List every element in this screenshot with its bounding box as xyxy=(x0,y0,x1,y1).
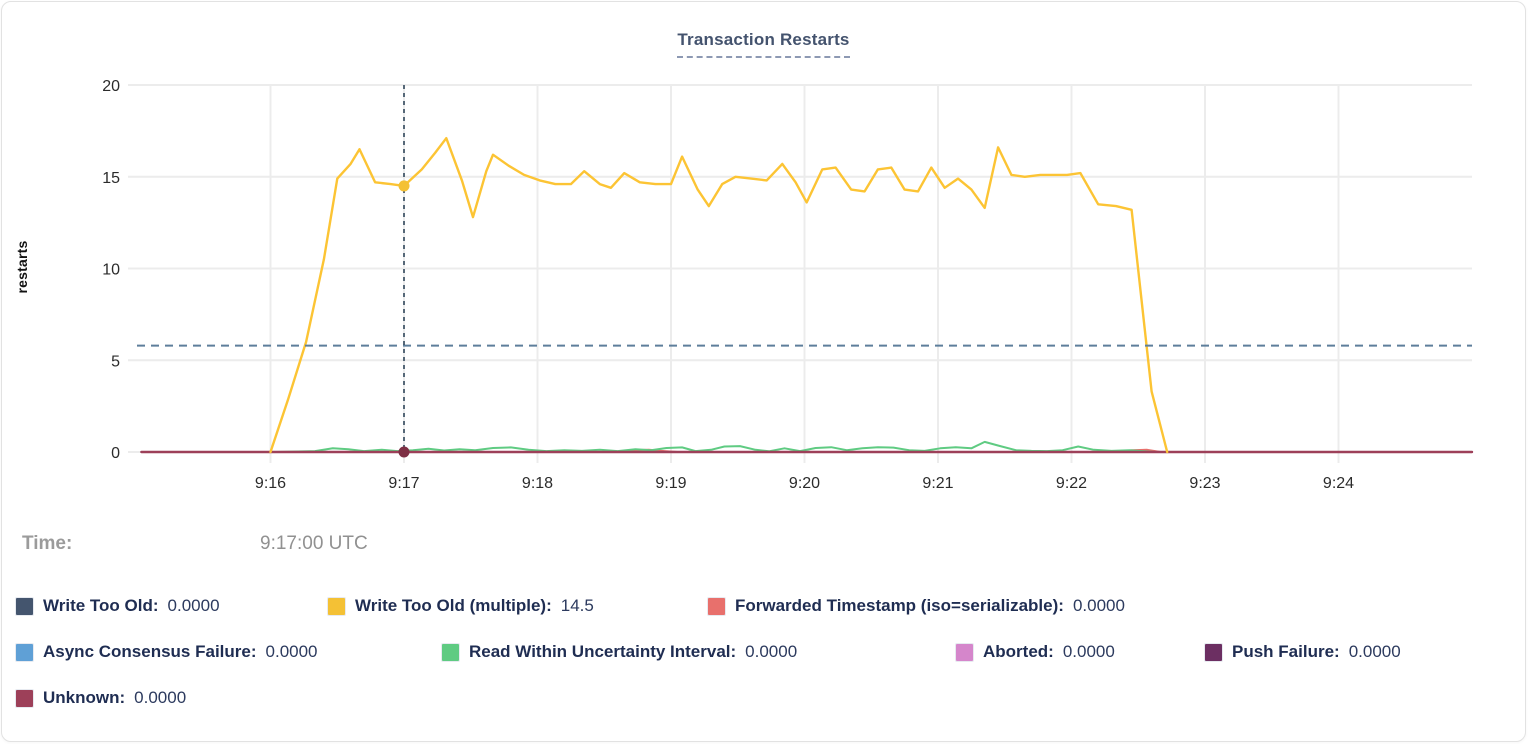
legend-swatch-icon xyxy=(442,643,459,661)
chart-title-wrap: Transaction Restarts xyxy=(2,30,1525,58)
legend-label: Push Failure: xyxy=(1232,642,1340,661)
legend-value: 0.0000 xyxy=(167,596,220,615)
legend-row: Write Too Old: 0.0000 Write Too Old (multi… xyxy=(16,583,1516,629)
legend-item: Read Within Uncertainty Interval: 0.0000 xyxy=(442,642,956,662)
y-tick-label: 20 xyxy=(102,78,120,95)
legend-label: Write Too Old (multiple): xyxy=(355,596,552,615)
legend: Write Too Old: 0.0000 Write Too Old (multi… xyxy=(16,583,1516,721)
x-tick-label: 9:23 xyxy=(1189,475,1220,492)
x-tick-label: 9:22 xyxy=(1056,475,1087,492)
chart-title[interactable]: Transaction Restarts xyxy=(677,30,850,58)
legend-item: Write Too Old: 0.0000 xyxy=(16,596,328,616)
legend-label: Write Too Old: xyxy=(43,596,159,615)
x-tick-label: 9:21 xyxy=(922,475,953,492)
legend-item: Aborted: 0.0000 xyxy=(956,642,1205,662)
y-tick-label: 10 xyxy=(102,262,120,279)
legend-item: Forwarded Timestamp (iso=serializable): 0… xyxy=(708,596,1125,616)
x-tick-label: 9:19 xyxy=(655,475,686,492)
hover-dot xyxy=(398,446,410,458)
legend-item: Unknown: 0.0000 xyxy=(16,688,186,708)
tooltip-time-value: 9:17:00 UTC xyxy=(260,533,368,554)
series-line xyxy=(273,440,1157,453)
restarts-line-chart[interactable]: 0 5 10 15 20 9:16 9:17 9:18 9:19 9:20 9:21 9:22 9:23… xyxy=(2,2,1526,502)
legend-item: Push Failure: 0.0000 xyxy=(1205,642,1401,662)
legend-label: Unknown: xyxy=(43,688,126,707)
legend-value: 0.0000 xyxy=(134,688,187,707)
legend-swatch-icon xyxy=(16,597,33,615)
legend-item: Async Consensus Failure: 0.0000 xyxy=(16,642,442,662)
legend-value: 0.0000 xyxy=(265,642,318,661)
legend-row: Unknown: 0.0000 xyxy=(16,675,1516,721)
legend-swatch-icon xyxy=(328,597,345,615)
legend-swatch-icon xyxy=(956,643,973,661)
legend-value: 0.0000 xyxy=(1348,642,1401,661)
legend-value: 0.0000 xyxy=(1062,642,1115,661)
legend-item: Write Too Old (multiple): 14.5 xyxy=(328,596,708,616)
legend-label: Async Consensus Failure: xyxy=(43,642,257,661)
x-tick-label: 9:20 xyxy=(789,475,820,492)
legend-label: Aborted: xyxy=(983,642,1054,661)
legend-swatch-icon xyxy=(708,597,725,615)
legend-value: 14.5 xyxy=(560,596,594,615)
legend-value: 0.0000 xyxy=(745,642,798,661)
legend-value: 0.0000 xyxy=(1072,596,1125,615)
hover-dot xyxy=(398,180,410,192)
legend-swatch-icon xyxy=(16,643,33,661)
x-tick-label: 9:18 xyxy=(522,475,553,492)
tooltip-time-row: Time: 9:17:00 UTC xyxy=(22,533,722,555)
legend-row: Async Consensus Failure: 0.0000 Read Withi… xyxy=(16,629,1516,675)
x-tick-label: 9:16 xyxy=(255,475,286,492)
x-tick-label: 9:17 xyxy=(388,475,419,492)
tooltip-time-label: Time: xyxy=(22,533,73,554)
legend-swatch-icon xyxy=(1205,643,1222,661)
legend-label: Read Within Uncertainty Interval: xyxy=(469,642,737,661)
y-tick-label: 15 xyxy=(102,170,120,187)
y-tick-label: 0 xyxy=(111,445,120,462)
y-tick-label: 5 xyxy=(111,353,120,370)
series-line xyxy=(269,136,1169,454)
x-tick-label: 9:24 xyxy=(1323,475,1354,492)
legend-swatch-icon xyxy=(16,689,33,707)
legend-label: Forwarded Timestamp (iso=serializable): xyxy=(735,596,1064,615)
